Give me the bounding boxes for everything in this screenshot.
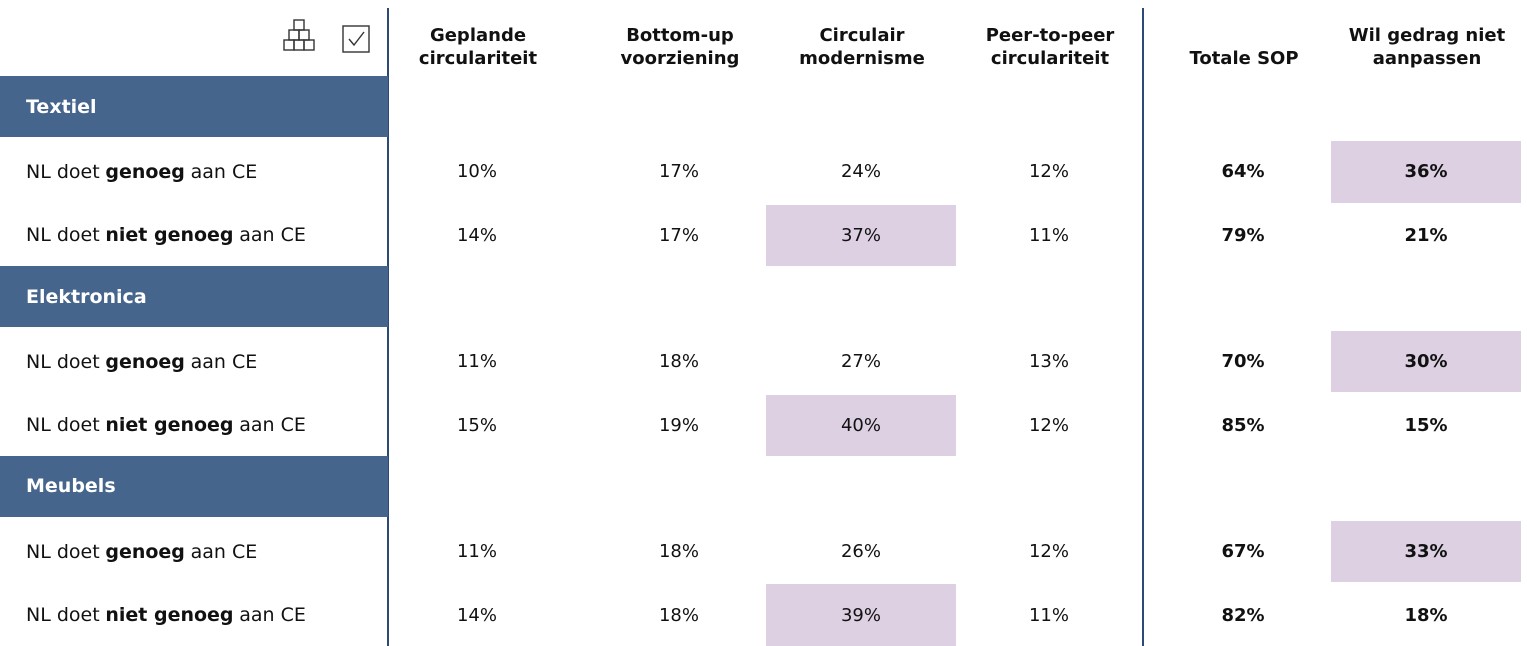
header-line: Peer-to-peer — [985, 25, 1115, 46]
section-header: Meubels — [0, 455, 388, 518]
cell: 33% — [1331, 521, 1521, 583]
column-header: Geplande circulariteit — [375, 0, 581, 70]
label-part: NL doet — [26, 350, 100, 373]
cell: 27% — [840, 351, 881, 373]
cell: 21% — [1404, 224, 1448, 246]
label-part: NL doet — [26, 540, 100, 563]
cell: 11% — [456, 351, 497, 373]
label-part: NL doet — [26, 604, 100, 627]
cell: 37% — [766, 204, 956, 266]
cell: 36% — [1331, 141, 1521, 203]
cell: 13% — [1028, 351, 1069, 373]
cell: 18% — [658, 541, 699, 563]
header-line: Totale SOP — [1189, 48, 1299, 69]
header-line: Circulair — [819, 25, 905, 46]
cell: 15% — [456, 414, 497, 436]
cell: 24% — [840, 161, 881, 183]
header-line: Wil gedrag niet — [1348, 25, 1506, 46]
label-part: aan CE — [239, 224, 306, 247]
row-label: NL doet niet genoeg aan CE — [0, 395, 388, 456]
label-part: genoeg — [105, 350, 185, 373]
cell: 11% — [1028, 224, 1069, 246]
label-part: niet genoeg — [105, 414, 234, 437]
label-part: NL doet — [26, 414, 100, 437]
section-header: Elektronica — [0, 265, 388, 328]
label-part: genoeg — [105, 540, 185, 563]
cell: 12% — [1028, 161, 1069, 183]
column-header: Wil gedrag niet aanpassen — [1324, 0, 1527, 70]
label-part: aan CE — [190, 160, 258, 183]
cell: 26% — [840, 541, 881, 563]
header-line: Bottom-up — [626, 25, 734, 46]
column-header: Totale SOP — [1141, 0, 1347, 70]
cell: 10% — [456, 161, 497, 183]
cell: 79% — [1221, 224, 1265, 246]
header-icons — [283, 19, 370, 53]
row-label: NL doet niet genoeg aan CE — [0, 205, 388, 266]
cell: 12% — [1028, 414, 1069, 436]
header-line: circulariteit — [990, 48, 1110, 69]
cell: 17% — [658, 161, 699, 183]
cell: 18% — [658, 604, 699, 626]
label-part: aan CE — [239, 414, 306, 437]
cell: 30% — [1331, 331, 1521, 393]
row-label: NL doet genoeg aan CE — [0, 331, 388, 392]
cell: 14% — [456, 604, 497, 626]
column-header: Peer-to-peer circulariteit — [947, 0, 1153, 70]
label-part: aan CE — [190, 350, 258, 373]
divider — [387, 8, 389, 646]
cell: 70% — [1221, 351, 1265, 373]
column-header: Circulair modernisme — [759, 0, 965, 70]
header-line: aanpassen — [1372, 48, 1482, 69]
label-part: aan CE — [239, 604, 306, 627]
row-label: NL doet genoeg aan CE — [0, 141, 388, 202]
divider — [1142, 8, 1144, 646]
cell: 67% — [1221, 541, 1265, 563]
cell: 39% — [766, 584, 956, 646]
cell: 14% — [456, 224, 497, 246]
cell: 12% — [1028, 541, 1069, 563]
label-part: aan CE — [190, 540, 258, 563]
cell: 18% — [1404, 604, 1448, 626]
label-part: niet genoeg — [105, 224, 234, 247]
label-part: NL doet — [26, 160, 100, 183]
column-header: Bottom-up voorziening — [577, 0, 783, 70]
cell: 40% — [766, 394, 956, 456]
row-label: NL doet genoeg aan CE — [0, 521, 388, 582]
cell: 11% — [1028, 604, 1069, 626]
header-line: modernisme — [799, 48, 925, 69]
label-part: NL doet — [26, 224, 100, 247]
cell: 82% — [1221, 604, 1265, 626]
cell: 17% — [658, 224, 699, 246]
cell: 18% — [658, 351, 699, 373]
row-label: NL doet niet genoeg aan CE — [0, 584, 388, 645]
cell: 19% — [658, 414, 699, 436]
label-part: niet genoeg — [105, 604, 234, 627]
header-line: Geplande — [429, 25, 527, 46]
cell: 15% — [1404, 414, 1448, 436]
label-part: genoeg — [105, 160, 185, 183]
header-line: circulariteit — [418, 48, 538, 69]
cell: 64% — [1221, 161, 1265, 183]
cell: 11% — [456, 541, 497, 563]
header-line: voorziening — [620, 48, 740, 69]
cell: 85% — [1221, 414, 1265, 436]
section-header: Textiel — [0, 76, 388, 138]
